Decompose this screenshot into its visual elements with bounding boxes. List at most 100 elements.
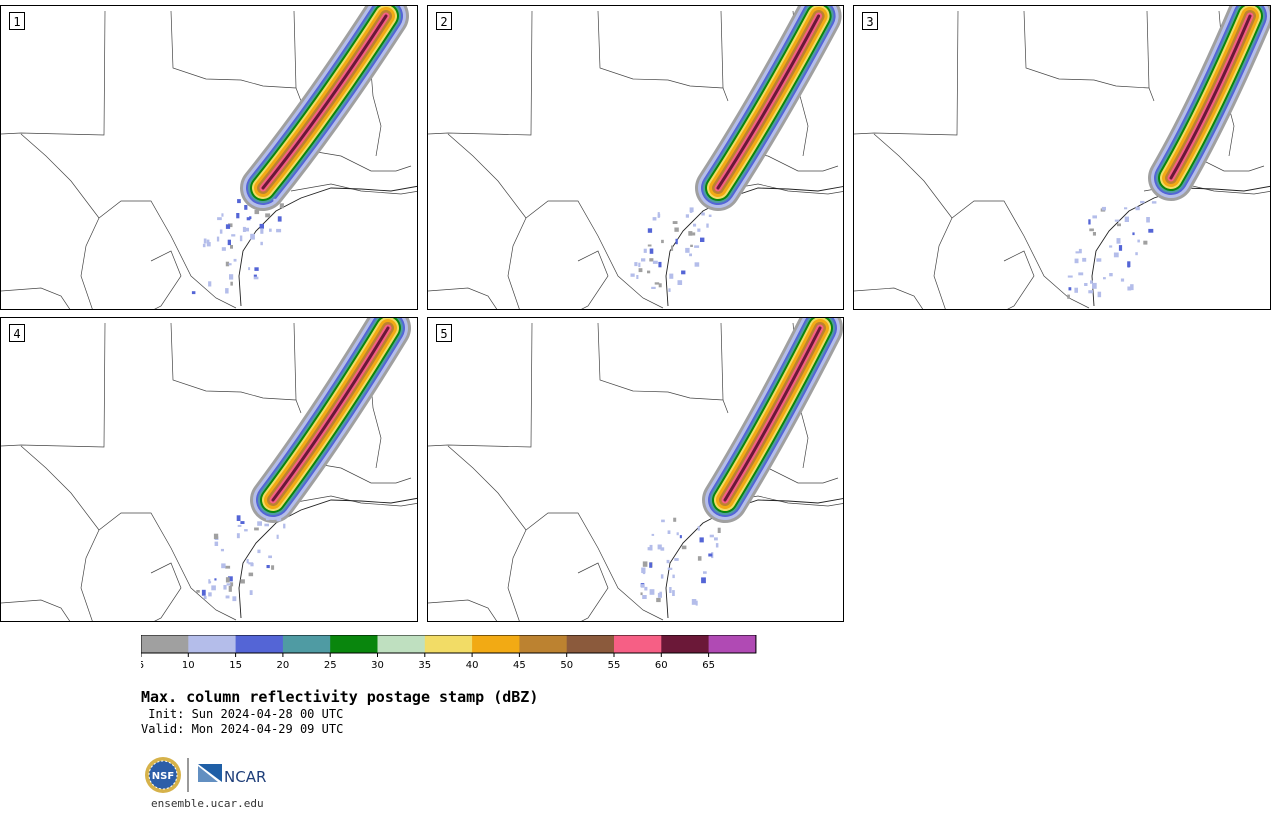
boundary-line	[80, 217, 100, 309]
boundary-line	[150, 250, 182, 309]
coastline	[1091, 185, 1270, 307]
reflectivity-cell	[1103, 277, 1106, 280]
reflectivity-cell	[672, 221, 678, 224]
reflectivity-cell	[657, 592, 662, 598]
reflectivity-cell	[1148, 228, 1154, 233]
reflectivity-cell	[1088, 290, 1093, 294]
geography	[1, 10, 417, 309]
reflectivity-cell	[714, 537, 718, 541]
boundary-line	[933, 217, 953, 309]
reflectivity-cell	[1067, 275, 1073, 278]
reflectivity-cell	[700, 237, 705, 242]
colorbar-tick-label: 55	[608, 660, 621, 671]
reflectivity-cell	[1120, 278, 1125, 282]
reflectivity-cell	[214, 541, 219, 546]
reflectivity-cell	[634, 262, 638, 267]
boundary-line	[310, 462, 412, 484]
reflectivity-cell	[1127, 286, 1132, 291]
reflectivity-cell	[657, 544, 662, 550]
boundary-line	[1003, 250, 1035, 309]
reflectivity-cell	[260, 241, 263, 246]
reflectivity-cell	[191, 291, 196, 295]
member-panel-3: 3	[853, 5, 1271, 310]
reflectivity-cell	[644, 586, 648, 591]
panel-number: 3	[862, 12, 878, 30]
colorbar-tick-label: 20	[277, 660, 290, 671]
reflectivity-cell	[257, 521, 262, 526]
panel-number: 5	[436, 324, 452, 342]
reflectivity-cell	[661, 519, 665, 523]
reflectivity-cell	[223, 585, 227, 590]
reflectivity-cell	[236, 515, 241, 521]
reflectivity-cell	[661, 239, 664, 244]
reflectivity-field	[196, 318, 411, 602]
reflectivity-cell	[246, 559, 249, 564]
boundary-line	[428, 287, 498, 309]
reflectivity-cell	[1096, 258, 1102, 262]
reflectivity-cell	[642, 595, 647, 599]
ncar-logo: NCAR	[198, 764, 266, 786]
colorbar-tick-label: 25	[324, 660, 337, 671]
reflectivity-cell	[1067, 294, 1070, 299]
boundary-line	[854, 287, 924, 309]
reflectivity-field	[191, 6, 409, 295]
svg-text:NCAR: NCAR	[224, 768, 266, 786]
reflectivity-cell	[216, 236, 220, 242]
reflectivity-cell	[250, 562, 254, 567]
reflectivity-cell	[1113, 252, 1119, 258]
reflectivity-cell	[1092, 282, 1097, 289]
reflectivity-cell	[253, 274, 257, 277]
reflectivity-cell	[681, 545, 687, 550]
reflectivity-cell	[1109, 245, 1113, 248]
colorbar-tick-label: 60	[655, 660, 668, 671]
reflectivity-cell	[202, 243, 206, 248]
reflectivity-cell	[667, 567, 673, 570]
logo-row: NSF NCAR	[144, 756, 274, 796]
reflectivity-cell	[674, 227, 679, 232]
boundary-line	[293, 322, 297, 401]
reflectivity-contour	[271, 326, 390, 502]
reflectivity-cell	[273, 198, 276, 202]
reflectivity-cell	[1088, 219, 1091, 225]
reflectivity-cell	[228, 576, 233, 582]
reflectivity-cell	[660, 574, 664, 579]
colorbar-tick-label: 15	[229, 660, 242, 671]
reflectivity-cell	[220, 548, 224, 552]
reflectivity-cell	[1118, 245, 1123, 251]
boundary-line	[577, 250, 609, 309]
reflectivity-cell	[208, 581, 212, 584]
reflectivity-cell	[228, 263, 232, 266]
reflectivity-field	[1067, 6, 1270, 299]
reflectivity-cell	[694, 262, 700, 267]
reflectivity-cell	[701, 212, 705, 216]
reflectivity-cell	[231, 234, 236, 237]
boundary-line	[854, 10, 959, 136]
colorbar-swatch	[141, 635, 189, 653]
colorbar-swatch	[282, 635, 331, 653]
colorbar-tick-label: 35	[418, 660, 431, 671]
reflectivity-cell	[1137, 239, 1140, 243]
boundary-line	[290, 495, 417, 507]
boundary-line	[577, 562, 609, 621]
reflectivity-cell	[249, 590, 253, 595]
nsf-logo: NSF	[145, 757, 181, 793]
boundary-line	[310, 150, 412, 172]
reflectivity-cell	[221, 213, 224, 217]
map-canvas	[428, 6, 843, 309]
member-panel-5: 5	[427, 317, 844, 622]
boundary-line	[428, 599, 498, 621]
reflectivity-cell	[640, 592, 643, 596]
boundary-line	[1, 287, 71, 309]
reflectivity-cell	[221, 247, 226, 251]
reflectivity-cell	[636, 275, 639, 279]
reflectivity-cell	[689, 207, 694, 213]
reflectivity-cell	[1068, 287, 1072, 291]
coastline	[238, 185, 417, 307]
reflectivity-cell	[666, 559, 670, 564]
reflectivity-cell	[699, 537, 704, 543]
reflectivity-cell	[647, 547, 652, 551]
panel-number: 4	[9, 324, 25, 342]
colorbar-swatch	[472, 635, 520, 653]
reflectivity-cell	[248, 572, 254, 577]
map-canvas	[1, 318, 417, 621]
